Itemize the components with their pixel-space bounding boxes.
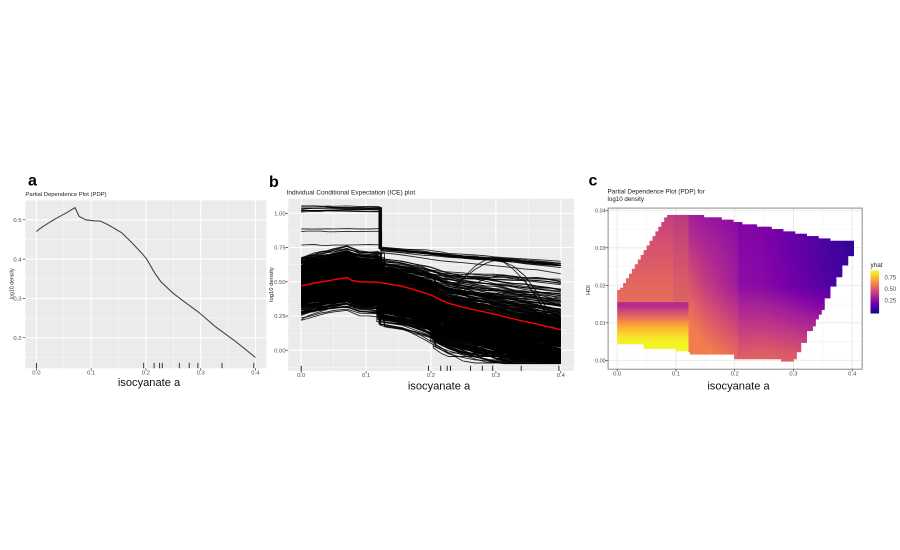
svg-text:0.00: 0.00 <box>595 358 606 364</box>
svg-text:Individual Conditional Expecta: Individual Conditional Expectation (ICE)… <box>287 190 416 197</box>
svg-text:0.25: 0.25 <box>885 299 897 305</box>
svg-text:c: c <box>589 173 598 190</box>
svg-text:log10 density: log10 density <box>10 268 16 299</box>
svg-text:0.3: 0.3 <box>13 297 22 303</box>
svg-text:yhat: yhat <box>871 262 883 269</box>
svg-text:HDI: HDI <box>586 285 592 295</box>
svg-text:1.00: 1.00 <box>274 212 286 218</box>
svg-text:log10 density: log10 density <box>269 267 275 302</box>
svg-text:0.4: 0.4 <box>251 371 260 377</box>
svg-text:0.4: 0.4 <box>13 257 22 263</box>
svg-text:0.0: 0.0 <box>32 371 41 377</box>
svg-text:0.4: 0.4 <box>848 372 857 378</box>
svg-text:isocyanate a: isocyanate a <box>707 380 770 392</box>
svg-text:0.3: 0.3 <box>492 373 501 379</box>
svg-text:0.03: 0.03 <box>595 246 606 252</box>
svg-text:0.1: 0.1 <box>362 373 370 379</box>
svg-text:0.04: 0.04 <box>595 208 606 214</box>
svg-text:0.02: 0.02 <box>595 283 606 289</box>
svg-text:b: b <box>269 174 279 191</box>
svg-text:0.75: 0.75 <box>885 276 897 282</box>
svg-text:0.2: 0.2 <box>142 371 150 377</box>
svg-text:0.75: 0.75 <box>274 246 286 252</box>
svg-text:Partial Dependence Plot (PDP): Partial Dependence Plot (PDP) <box>25 192 106 198</box>
svg-text:0.1: 0.1 <box>87 371 95 377</box>
svg-text:0.3: 0.3 <box>197 371 206 377</box>
svg-text:0.50: 0.50 <box>885 287 897 293</box>
svg-text:Partial Dependence Plot (PDP): Partial Dependence Plot (PDP) for <box>608 189 706 196</box>
svg-text:0.4: 0.4 <box>557 373 566 379</box>
svg-text:0.5: 0.5 <box>13 218 22 224</box>
svg-text:0.0: 0.0 <box>297 373 306 379</box>
svg-text:0.0: 0.0 <box>613 372 622 378</box>
svg-text:a: a <box>28 173 37 190</box>
svg-text:0.2: 0.2 <box>427 373 435 379</box>
svg-text:0.00: 0.00 <box>274 348 286 354</box>
svg-text:0.25: 0.25 <box>274 314 286 320</box>
svg-text:isocyanate a: isocyanate a <box>408 380 471 392</box>
svg-text:0.2: 0.2 <box>731 372 739 378</box>
svg-text:0.3: 0.3 <box>789 372 798 378</box>
svg-text:log10 density: log10 density <box>608 196 645 203</box>
svg-text:0.01: 0.01 <box>595 321 606 327</box>
svg-text:0.50: 0.50 <box>274 280 286 286</box>
svg-text:0.2: 0.2 <box>13 336 21 342</box>
svg-text:0.1: 0.1 <box>672 372 680 378</box>
svg-text:isocyanate a: isocyanate a <box>118 377 181 389</box>
